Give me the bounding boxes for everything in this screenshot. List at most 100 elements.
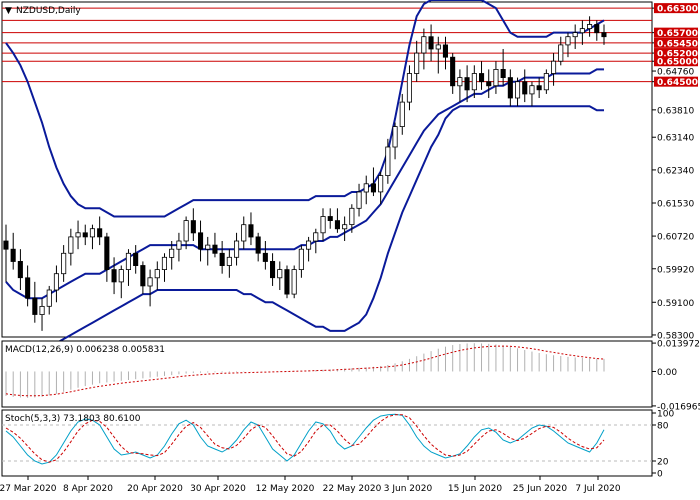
candle (161, 253, 168, 282)
candle (428, 24, 434, 62)
candle-body (342, 224, 348, 230)
candle (363, 175, 369, 205)
price-chart-title: NZDUSD,Daily (16, 6, 81, 16)
price-tick-label: 0.62340 (657, 166, 694, 176)
candle (406, 65, 412, 111)
candle-body (125, 252, 132, 271)
candle (183, 216, 189, 250)
candle-body (32, 297, 38, 315)
time-tick-label: 30 Apr 2020 (190, 484, 246, 494)
candle-body (262, 252, 268, 262)
candle-body (291, 269, 297, 295)
candle-body (190, 220, 196, 234)
candle (392, 122, 398, 160)
candle-body (82, 232, 88, 238)
candle-body (515, 81, 521, 99)
candle-body (558, 44, 564, 62)
candle (25, 265, 31, 307)
time-tick-label: 15 Jun 2020 (448, 484, 502, 494)
price-level-tag (654, 27, 698, 38)
candle-body (147, 277, 153, 287)
candle (478, 61, 485, 90)
candle-body (594, 24, 600, 34)
candle (226, 249, 232, 278)
candle (262, 240, 268, 270)
candle-body (478, 73, 485, 83)
symbol-marker-icon: ▼ (5, 6, 12, 16)
candle (97, 216, 103, 246)
candle-body (305, 240, 312, 250)
candle (442, 36, 448, 70)
stoch-tick-label: 0 (657, 470, 663, 480)
candle (104, 232, 110, 282)
candle-body (435, 44, 441, 50)
macd-tick-label: 0.013972 (657, 340, 700, 350)
price-tick-label: 0.61530 (657, 200, 694, 210)
candle-body (169, 248, 175, 258)
candle-body (176, 240, 182, 250)
candle (543, 69, 549, 94)
candle (298, 245, 304, 278)
candle (233, 232, 240, 266)
candle-body (104, 236, 110, 270)
candle (565, 32, 571, 58)
candle (378, 171, 384, 205)
candle (39, 298, 45, 331)
candle-body (370, 183, 376, 193)
candle (435, 36, 441, 74)
candle (515, 77, 521, 107)
candle-body (277, 269, 283, 279)
candle-body (284, 269, 290, 295)
candle (450, 53, 456, 94)
stochastic-panel: 100 80 20 0 Stoch(5,3,3) 73.1803 80.6100 (1, 409, 674, 480)
macd-panel: 0.013972 0.00 -0.016965 MACD(12,26,9) 0.006… (1, 340, 700, 412)
price-level-tag (654, 37, 698, 48)
price-tick-label: 0.65700 (657, 29, 698, 39)
price-tick-label: 0.58300 (657, 331, 694, 341)
candle (334, 208, 340, 233)
candle (342, 216, 348, 241)
candle-body (118, 269, 124, 283)
candle (111, 257, 117, 295)
stoch-title: Stoch(5,3,3) 73.1803 80.6100 (5, 414, 141, 424)
bollinger-middle-band (5, 68, 604, 300)
candle (356, 183, 362, 217)
candle-body (327, 216, 333, 221)
price-level-tag (654, 56, 698, 67)
candle-body (241, 224, 247, 242)
bollinger-upper-band (5, 0, 605, 218)
candle (457, 69, 463, 103)
candle (558, 36, 564, 66)
candle-body (248, 224, 254, 238)
candle (529, 81, 535, 107)
price-level-tag (654, 48, 698, 59)
candle-body (406, 73, 412, 103)
candle-body (486, 81, 492, 87)
candle (327, 208, 333, 229)
candle-body (349, 207, 355, 226)
price-tick-label: 0.59100 (657, 299, 694, 309)
candle (594, 20, 600, 41)
candle-body (442, 44, 448, 58)
candle (61, 245, 67, 282)
time-tick-label: 7 Jul 2020 (575, 484, 620, 494)
candle (313, 228, 319, 254)
candle (89, 224, 96, 250)
candle (118, 265, 124, 299)
candle-body (197, 232, 204, 250)
candle-body (97, 228, 103, 238)
candle (522, 69, 528, 103)
macd-title: MACD(12,26,9) 0.006238 0.005831 (5, 345, 165, 355)
price-tick-label: 0.65200 (657, 50, 698, 60)
candle-body (53, 273, 59, 291)
stoch-tick-label: 80 (657, 422, 669, 432)
candle (551, 53, 557, 86)
candle (147, 269, 153, 307)
candle (241, 216, 247, 250)
candle-body (356, 191, 362, 209)
candle-body (75, 232, 81, 238)
candle (349, 204, 355, 233)
candle (601, 24, 607, 45)
candle-body (551, 60, 557, 74)
